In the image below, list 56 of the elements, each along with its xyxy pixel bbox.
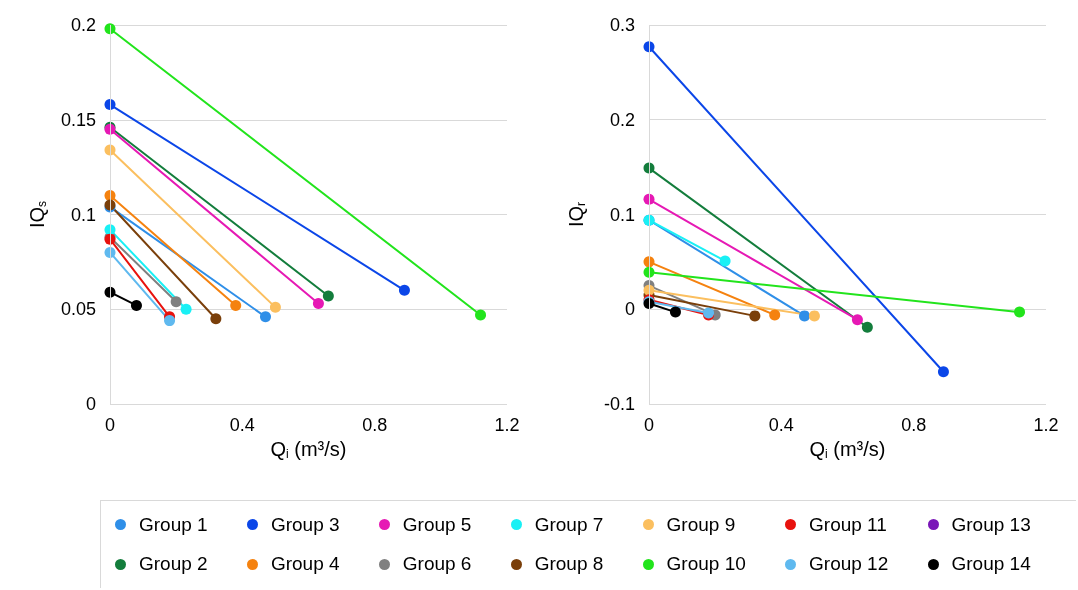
y-tick-label: 0.2 bbox=[609, 109, 635, 130]
legend-label: Group 7 bbox=[534, 513, 604, 536]
x-tick-label: 1.2 bbox=[494, 415, 520, 435]
point bbox=[749, 310, 761, 322]
point bbox=[170, 296, 182, 308]
point bbox=[260, 311, 271, 323]
y-tick-label: 0 bbox=[624, 299, 635, 320]
legend-label: Group 3 bbox=[270, 513, 340, 536]
legend-label: Group 14 bbox=[951, 553, 1031, 576]
y-tick-label: 0.05 bbox=[60, 299, 96, 320]
y-tick-label: -0.1 bbox=[603, 394, 635, 414]
legend-label: Group 8 bbox=[534, 553, 604, 576]
point bbox=[210, 313, 222, 325]
point bbox=[769, 309, 781, 321]
y-tick-label: 0.1 bbox=[609, 204, 635, 225]
legend-label: Group 6 bbox=[402, 553, 472, 576]
point bbox=[475, 309, 487, 321]
legend-label: Group 2 bbox=[139, 553, 208, 576]
y-tick-label: 0.1 bbox=[70, 204, 96, 225]
x-tick-label: 0.4 bbox=[768, 415, 794, 435]
y-axis-title: IQs bbox=[26, 200, 49, 229]
legend-label: Group 1 bbox=[139, 513, 208, 536]
point bbox=[669, 306, 681, 318]
point bbox=[719, 255, 731, 267]
y-tick-label: 0 bbox=[85, 394, 96, 414]
point bbox=[312, 298, 324, 310]
x-tick-label: 1.2 bbox=[1033, 415, 1059, 435]
point bbox=[164, 315, 176, 327]
point bbox=[1014, 306, 1026, 318]
x-tick-label: 0.8 bbox=[362, 415, 388, 435]
point bbox=[808, 310, 820, 322]
legend-label: Group 4 bbox=[270, 553, 340, 576]
point bbox=[799, 310, 810, 322]
point bbox=[937, 366, 949, 378]
point bbox=[398, 284, 410, 296]
y-axis-title: IQr bbox=[565, 201, 588, 228]
x-tick-label: 0 bbox=[643, 415, 655, 435]
point bbox=[851, 314, 863, 326]
legend-label: Group 5 bbox=[402, 513, 472, 536]
legend-label: Group 13 bbox=[951, 513, 1031, 536]
legend-label: Group 12 bbox=[809, 553, 889, 576]
x-tick-label: 0.8 bbox=[901, 415, 927, 435]
point bbox=[180, 303, 192, 315]
point bbox=[130, 299, 142, 311]
x-tick-label: 0 bbox=[104, 415, 116, 435]
legend-label: Group 10 bbox=[666, 553, 746, 576]
point bbox=[322, 290, 334, 302]
x-tick-label: 0.4 bbox=[229, 415, 255, 435]
point bbox=[861, 321, 873, 333]
legend-label: Group 11 bbox=[809, 513, 887, 536]
y-tick-label: 0.2 bbox=[70, 15, 96, 35]
y-tick-label: 0.3 bbox=[609, 15, 635, 35]
point bbox=[230, 299, 242, 311]
point bbox=[269, 301, 281, 313]
y-tick-label: 0.15 bbox=[60, 109, 96, 130]
legend-label: Group 9 bbox=[666, 513, 736, 536]
